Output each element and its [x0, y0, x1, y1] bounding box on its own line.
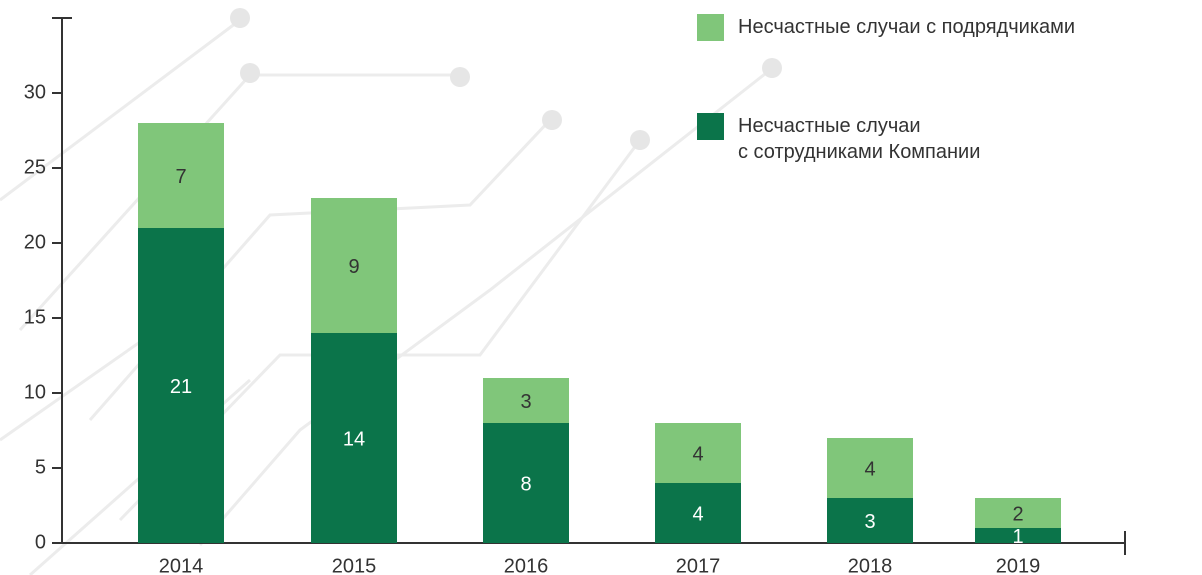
- y-tick-label: 15: [24, 306, 46, 328]
- bar-segment: [975, 528, 1061, 543]
- legend-label: Несчастные случаи с подрядчиками: [738, 16, 1076, 38]
- y-tick-label: 25: [24, 156, 46, 178]
- x-tick-label: 2019: [996, 555, 1041, 575]
- bar-segment: [311, 333, 397, 543]
- data-label: 4: [692, 503, 703, 525]
- data-label: 14: [343, 428, 365, 450]
- legend-swatch: [697, 14, 724, 41]
- x-tick-label: 2016: [504, 555, 549, 575]
- bar-segment: [138, 228, 224, 543]
- legend-item: Несчастные случаи с сотрудниками Компани…: [697, 113, 980, 165]
- x-tick-label: 2014: [159, 555, 204, 575]
- legend-swatch: [697, 113, 724, 140]
- bar-segment: [975, 498, 1061, 528]
- x-tick-label: 2015: [332, 555, 377, 575]
- data-label: 3: [864, 511, 875, 533]
- y-tick-label: 30: [24, 81, 46, 103]
- data-label: 4: [864, 458, 875, 480]
- bar-segment: [483, 378, 569, 423]
- background-dots: [230, 8, 782, 150]
- legend-item: Несчастные случаи с подрядчиками: [697, 14, 1075, 41]
- legend-label: Несчастные случаи с сотрудниками Компани…: [738, 115, 981, 163]
- y-tick-label: 5: [35, 456, 46, 478]
- y-tick-label: 10: [24, 381, 46, 403]
- bar-segment: [483, 423, 569, 543]
- data-label: 21: [170, 376, 192, 398]
- data-label: 9: [348, 256, 359, 278]
- x-tick-label: 2018: [848, 555, 893, 575]
- data-label: 7: [175, 166, 186, 188]
- bar-segment: [311, 198, 397, 333]
- y-tick-label: 0: [35, 531, 46, 553]
- bar-segment: [827, 498, 913, 543]
- bar-segment: [655, 483, 741, 543]
- y-tick-label: 20: [24, 231, 46, 253]
- bar-segment: [655, 423, 741, 483]
- bar-segment: [138, 123, 224, 228]
- data-label: 3: [520, 391, 531, 413]
- data-label: 4: [692, 443, 703, 465]
- x-tick-label: 2017: [676, 555, 721, 575]
- data-label: 2: [1012, 503, 1023, 525]
- data-label: 1: [1012, 526, 1023, 548]
- bar-segment: [827, 438, 913, 498]
- data-label: 8: [520, 473, 531, 495]
